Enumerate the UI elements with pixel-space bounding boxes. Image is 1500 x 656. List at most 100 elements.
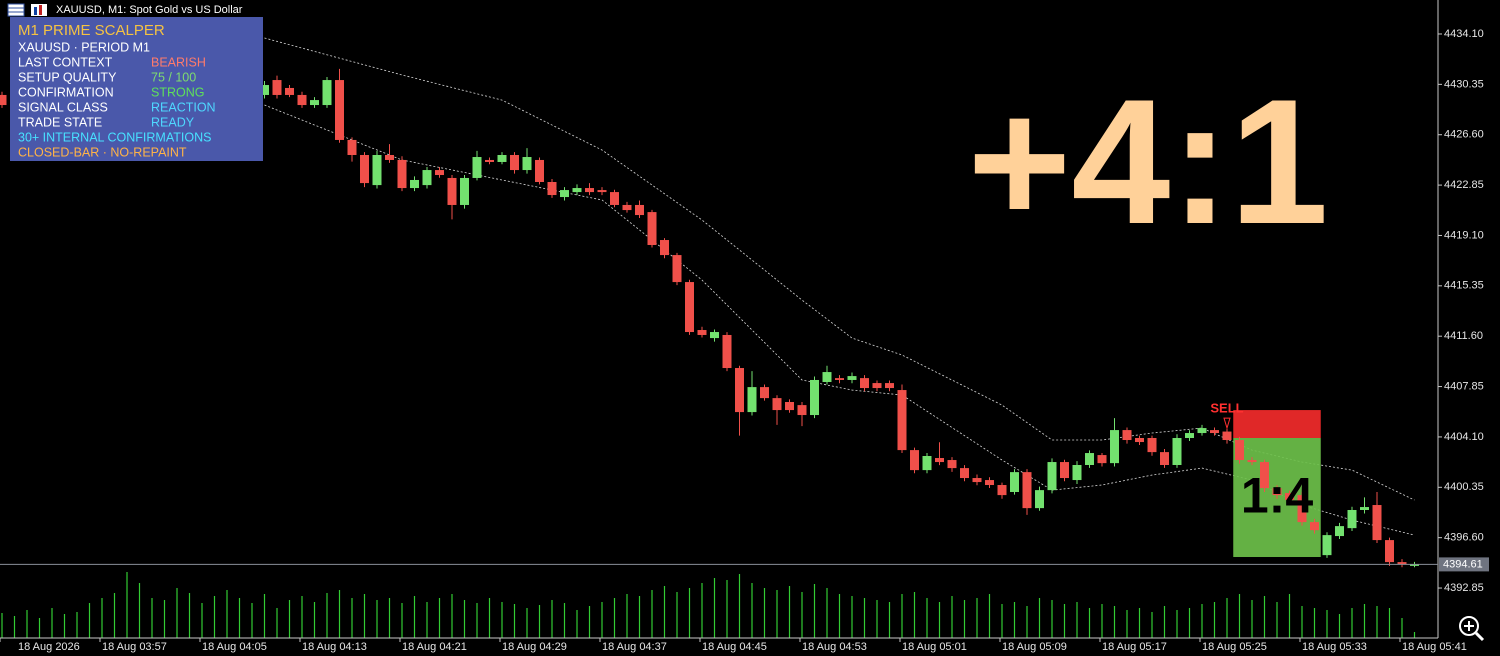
x-tick-label: 18 Aug 04:05 <box>202 641 267 653</box>
candle-body <box>1385 540 1394 563</box>
candle-body <box>472 157 482 178</box>
x-tick-label: 18 Aug 04:53 <box>802 641 867 653</box>
ratio-overlay: +4:1 <box>967 62 1328 261</box>
x-tick-label: 18 Aug 04:45 <box>702 641 767 653</box>
panel-subtitle: XAUUSD · PERIOD M1 <box>18 40 150 54</box>
x-tick-label: 18 Aug 2026 <box>18 641 80 653</box>
current-price-box <box>1439 557 1489 572</box>
x-tick-label: 18 Aug 04:21 <box>402 641 467 653</box>
candle-body <box>572 188 582 193</box>
candle-body <box>1160 452 1169 466</box>
info-panel: M1 PRIME SCALPER XAUUSD · PERIOD M1 LAST… <box>10 17 263 161</box>
signal-arrow <box>1223 417 1231 430</box>
panel-row-label: TRADE STATE <box>18 115 102 129</box>
window-header: XAUUSD, M1: Spot Gold vs US Dollar <box>7 3 243 17</box>
candle-body <box>822 372 832 382</box>
candle-body <box>397 159 407 189</box>
trade-signal: SELL <box>1210 401 1243 416</box>
current-price-label: 4394.61 <box>1443 558 1483 570</box>
x-tick-label: 18 Aug 05:25 <box>1202 641 1267 653</box>
header-icon <box>7 3 25 17</box>
x-tick-label: 18 Aug 03:57 <box>102 641 167 653</box>
candle-body <box>447 177 457 205</box>
candle-body <box>535 159 544 182</box>
candle-body <box>710 332 719 339</box>
header-icon-bar <box>34 7 37 15</box>
candle-body <box>585 188 594 193</box>
header-icon-bar <box>39 5 42 15</box>
panel-row-label: LAST CONTEXT <box>18 55 113 69</box>
candle-body <box>1272 488 1282 496</box>
candle-body <box>1047 462 1057 491</box>
candle-body <box>335 80 344 140</box>
candle-body <box>1035 490 1044 509</box>
candle-body <box>835 378 844 380</box>
candle-body <box>847 376 857 380</box>
x-tick-label: 18 Aug 05:17 <box>1102 641 1167 653</box>
panel-background <box>10 17 263 161</box>
panel-row-label: SIGNAL CLASS <box>18 100 108 114</box>
y-tick-label: 4404.10 <box>1444 431 1484 443</box>
candle-body <box>1410 564 1419 566</box>
zoom-button[interactable] <box>1459 616 1485 642</box>
candle-body <box>385 155 394 160</box>
candle-body <box>497 155 507 162</box>
x-tick-label: 18 Aug 04:13 <box>302 641 367 653</box>
candle-body <box>1085 453 1094 466</box>
candle-body <box>322 80 332 106</box>
x-tick-label: 18 Aug 04:29 <box>502 641 567 653</box>
candle-body <box>997 485 1007 496</box>
candle-body <box>260 85 269 95</box>
candle-body <box>1097 455 1107 464</box>
candle-body <box>1360 507 1369 510</box>
candle-body <box>960 468 969 479</box>
candle-body <box>810 379 819 416</box>
candle-body <box>510 155 519 171</box>
x-tick-label: 18 Aug 05:33 <box>1302 641 1367 653</box>
trade-ratio: 1:4 <box>1241 468 1313 524</box>
candle-body <box>1310 522 1319 531</box>
candle-body <box>1397 562 1407 565</box>
symbol-title: XAUUSD, M1: Spot Gold vs US Dollar <box>56 4 243 16</box>
y-tick-label: 4392.85 <box>1444 582 1484 594</box>
candle-body <box>297 94 307 106</box>
envelope-band <box>264 37 1415 501</box>
candle-body <box>460 177 469 205</box>
candle-body <box>435 170 444 176</box>
y-tick-label: 4419.10 <box>1444 229 1484 241</box>
candle-body <box>1210 430 1219 434</box>
candle-body <box>310 100 319 106</box>
candle-body <box>872 383 882 389</box>
candle-body <box>972 478 982 483</box>
zoom-lens[interactable] <box>1459 616 1479 636</box>
candle-body <box>1260 462 1269 489</box>
y-tick-label: 4426.60 <box>1444 129 1484 141</box>
panel-row-value: STRONG <box>151 85 204 99</box>
candle-body <box>285 87 294 95</box>
candle-body <box>722 334 732 369</box>
candle-body <box>422 170 432 186</box>
candle-body <box>910 450 919 471</box>
candle-body <box>785 402 794 411</box>
candle-body <box>947 460 957 469</box>
candle-body <box>1010 472 1019 492</box>
panel-footer: 30+ INTERNAL CONFIRMATIONS <box>18 130 211 144</box>
candle-body <box>547 181 557 196</box>
candle-body <box>610 192 619 205</box>
zoom-handle[interactable] <box>1474 631 1485 642</box>
candle-body <box>1297 495 1307 523</box>
candle-body <box>760 387 769 399</box>
panel-row-value: REACTION <box>151 100 216 114</box>
candle-body <box>1072 465 1082 481</box>
candle-body <box>860 378 869 389</box>
candle-body <box>410 179 419 189</box>
x-tick-label: 18 Aug 04:37 <box>602 641 667 653</box>
candle-body <box>635 204 644 216</box>
candle-body <box>1247 460 1257 463</box>
candle-body <box>922 456 932 471</box>
panel-title: M1 PRIME SCALPER <box>18 22 165 39</box>
candle-body <box>560 190 569 198</box>
candle-body <box>522 157 532 171</box>
candle-body <box>1135 438 1144 443</box>
candle-body <box>1347 509 1357 529</box>
